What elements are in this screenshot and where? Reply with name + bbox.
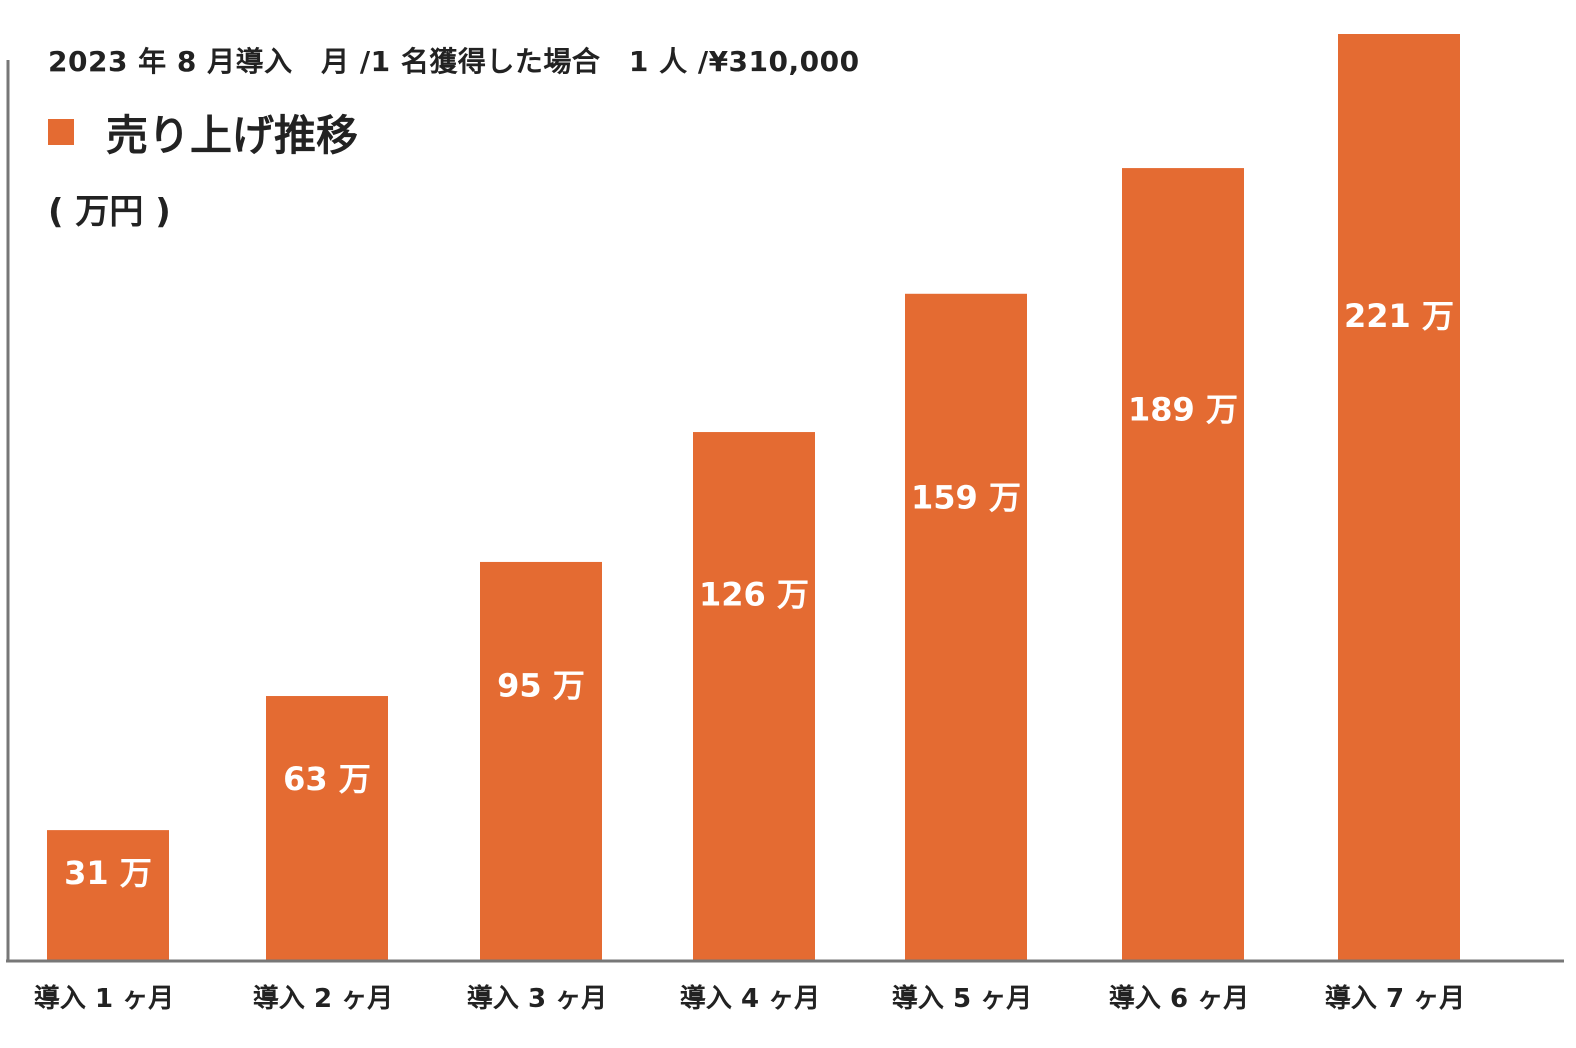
x-tick-label-7: 導入 7 ヶ月 [1325, 983, 1465, 1014]
x-tick-label-6: 導入 6 ヶ月 [1109, 983, 1249, 1014]
bar-value-label-5: 159 万 [911, 479, 1021, 517]
x-tick-labels-group: 導入 1 ヶ月 導入 2 ヶ月 導入 3 ヶ月 導入 4 ヶ月 導入 5 ヶ月 導入 6 … [34, 983, 1465, 1014]
y-axis-unit-label: ( 万円 ) [48, 192, 171, 232]
bars-group: 31 万 63 万 95 万 126 万 159 万 189 万 221 万 [47, 34, 1460, 961]
x-tick-label-1: 導入 1 ヶ月 [34, 983, 174, 1014]
x-tick-label-4: 導入 4 ヶ月 [680, 983, 820, 1014]
bar-value-label-1: 31 万 [64, 854, 152, 892]
bar-2 [266, 696, 388, 960]
bar-value-label-3: 95 万 [497, 666, 585, 704]
bar-3 [480, 561, 602, 960]
chart-subtitle: 2023 年 8 月導入 月 /1 名獲得した場合 1 人 /¥310,000 [48, 45, 860, 78]
bar-value-label-2: 63 万 [283, 760, 371, 798]
bar-5 [905, 293, 1027, 960]
legend: 売り上げ推移 [48, 104, 358, 160]
bar-4 [693, 432, 815, 960]
bar-7 [1338, 34, 1460, 960]
bar-value-label-4: 126 万 [699, 575, 809, 613]
x-tick-label-5: 導入 5 ヶ月 [892, 983, 1032, 1014]
bar-value-label-7: 221 万 [1344, 297, 1454, 335]
bar-1 [47, 830, 169, 960]
bar-value-label-6: 189 万 [1128, 391, 1238, 429]
x-tick-label-2: 導入 2 ヶ月 [253, 983, 393, 1014]
x-tick-label-3: 導入 3 ヶ月 [467, 983, 607, 1014]
chart-title: 売り上げ推移 [106, 110, 359, 160]
legend-swatch [48, 119, 74, 145]
bar-6 [1122, 168, 1244, 961]
